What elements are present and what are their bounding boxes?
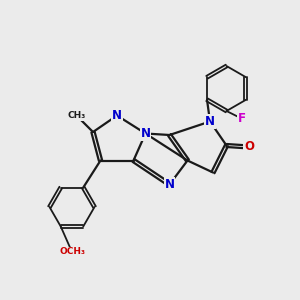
Text: F: F [238, 112, 245, 125]
Text: N: N [164, 178, 175, 191]
Text: OCH₃: OCH₃ [59, 248, 85, 256]
Text: O: O [244, 140, 254, 154]
Text: N: N [112, 109, 122, 122]
Text: N: N [140, 127, 151, 140]
Text: CH₃: CH₃ [68, 111, 85, 120]
Text: N: N [205, 115, 215, 128]
